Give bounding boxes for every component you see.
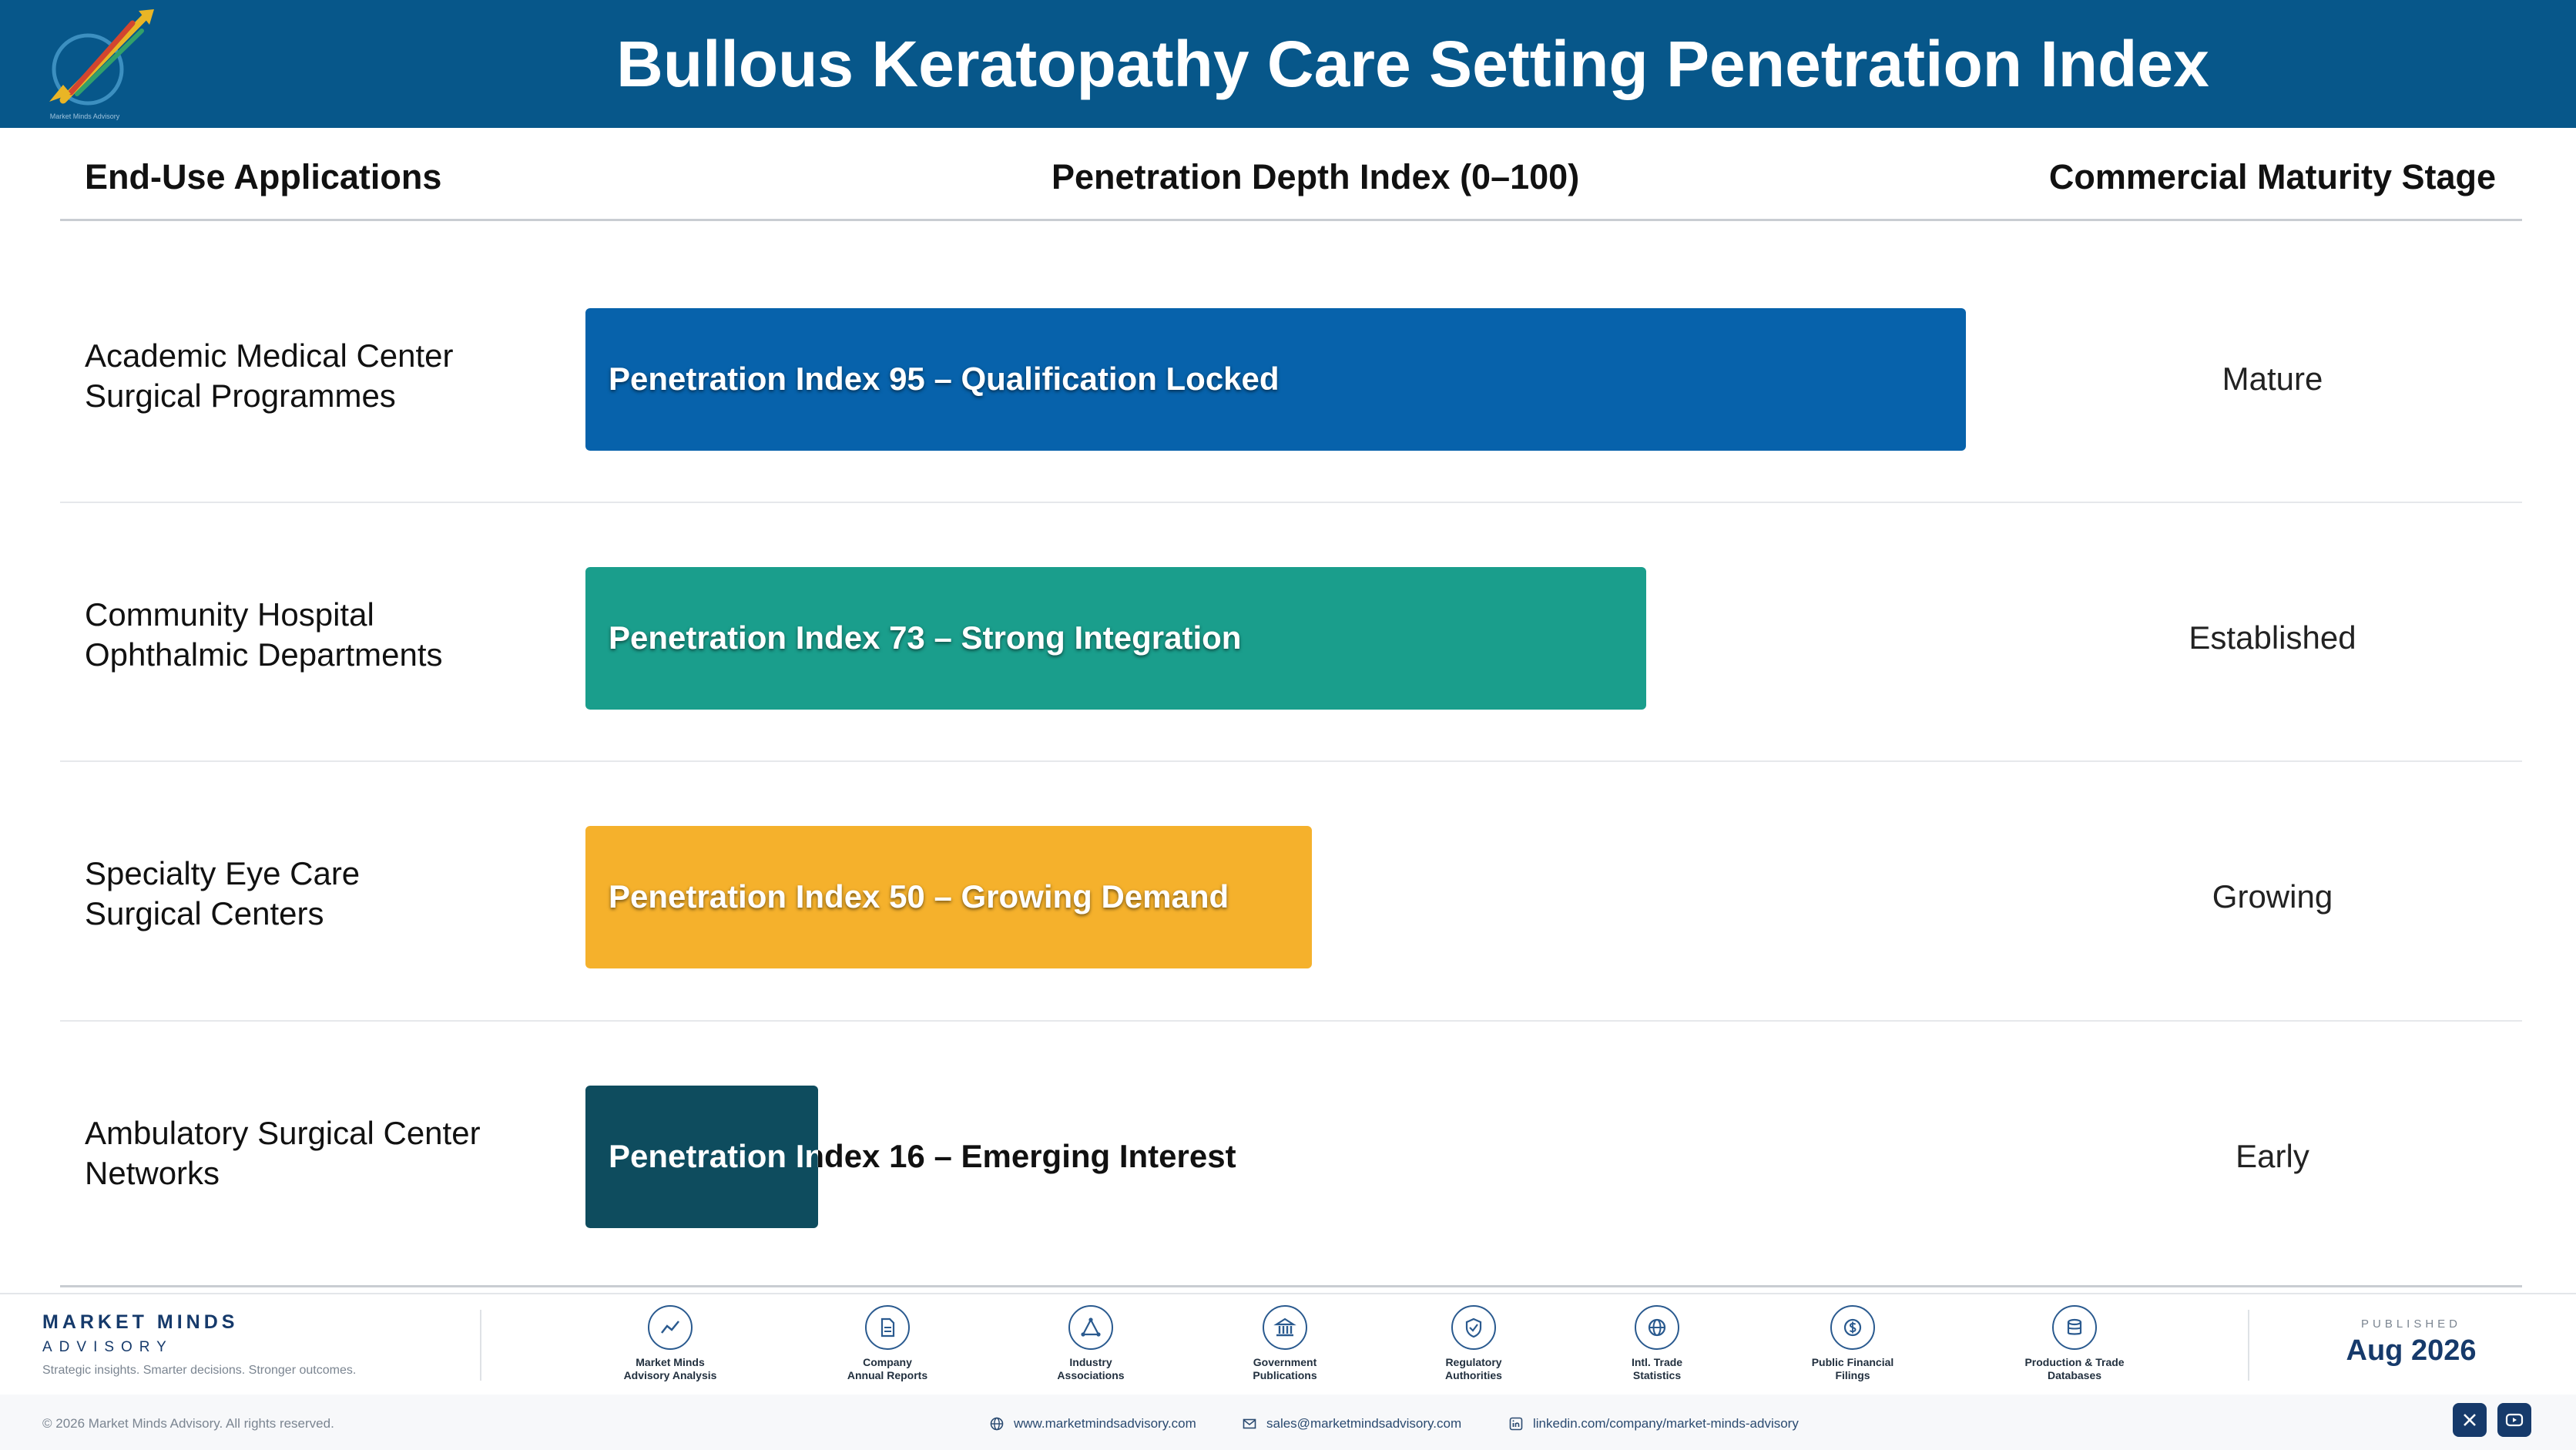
source-label: Statistics bbox=[1632, 1369, 1682, 1381]
svg-text:Market Minds Advisory: Market Minds Advisory bbox=[50, 112, 120, 120]
column-header-stage: Commercial Maturity Stage bbox=[2048, 157, 2497, 196]
brand-subtitle: ADVISORY bbox=[42, 1339, 173, 1355]
bar bbox=[585, 1086, 818, 1228]
source-item: Market Minds Advisory Analysis bbox=[593, 1305, 747, 1382]
globe-icon bbox=[990, 1417, 1004, 1431]
linkedin-icon bbox=[1509, 1417, 1523, 1431]
globe-icon bbox=[1635, 1305, 1679, 1350]
source-label: Associations bbox=[1057, 1369, 1125, 1381]
source-label: Advisory Analysis bbox=[623, 1369, 717, 1381]
source-item: Industry Associations bbox=[1014, 1305, 1168, 1382]
footer: MARKET MINDS ADVISORY Strategic insights… bbox=[0, 1293, 2576, 1450]
row-label-line: Networks bbox=[85, 1155, 220, 1191]
source-label: Filings bbox=[1835, 1369, 1870, 1381]
bar-data-label: Penetration Index 95 – Qualification Loc… bbox=[609, 361, 1280, 397]
source-label: Authorities bbox=[1445, 1369, 1502, 1381]
source-label: Production & Trade bbox=[2024, 1356, 2125, 1368]
row-label-line: Academic Medical Center bbox=[85, 337, 454, 374]
brand-tagline: Strategic insights. Smarter decisions. S… bbox=[42, 1364, 357, 1377]
footer-sources-band: MARKET MINDS ADVISORY Strategic insights… bbox=[0, 1293, 2576, 1395]
row-label-line: Surgical Programmes bbox=[85, 378, 396, 414]
source-item: Government Publications bbox=[1208, 1305, 1362, 1382]
source-item: Intl. Trade Statistics bbox=[1580, 1305, 1734, 1382]
source-item: Production & Trade Databases bbox=[1997, 1305, 2152, 1382]
source-label: Market Minds bbox=[636, 1356, 705, 1368]
source-item: Regulatory Authorities bbox=[1397, 1305, 1551, 1382]
document-icon bbox=[865, 1305, 910, 1350]
email-link[interactable]: sales@marketmindsadvisory.com bbox=[1242, 1416, 1461, 1432]
title-banner: Market Minds Advisory Bullous Keratopath… bbox=[0, 0, 2576, 128]
maturity-stage: Early bbox=[2236, 1138, 2309, 1174]
row-label: Specialty Eye Care Surgical Centers bbox=[85, 854, 360, 934]
bar bbox=[585, 567, 1646, 710]
published-date: Aug 2026 bbox=[2346, 1334, 2477, 1367]
column-header-index: Penetration Depth Index (0–100) bbox=[1052, 157, 1580, 196]
government-building-icon bbox=[1263, 1305, 1307, 1350]
source-label: Government bbox=[1253, 1356, 1317, 1368]
bar-data-label: Penetration Index 50 – Growing Demand bbox=[609, 878, 1229, 915]
website-text[interactable]: www.marketmindsadvisory.com bbox=[1014, 1416, 1196, 1431]
database-icon bbox=[2052, 1305, 2097, 1350]
row-label: Community Hospital Ophthalmic Department… bbox=[85, 595, 443, 675]
source-label: Industry bbox=[1069, 1356, 1112, 1368]
source-label: Regulatory bbox=[1445, 1356, 1502, 1368]
row-label: Academic Medical Center Surgical Program… bbox=[85, 336, 454, 416]
bar-data-label: Penetration Index 73 – Strong Integratio… bbox=[609, 619, 1242, 656]
row-label-line: Ophthalmic Departments bbox=[85, 636, 443, 673]
maturity-stage: Mature bbox=[2222, 361, 2323, 397]
email-text[interactable]: sales@marketmindsadvisory.com bbox=[1266, 1416, 1462, 1431]
source-label: Company bbox=[863, 1356, 912, 1368]
footer-divider bbox=[480, 1310, 481, 1381]
x-logo-icon bbox=[2464, 1414, 2476, 1426]
dollar-coin-icon bbox=[1830, 1305, 1875, 1350]
column-header-applications: End-Use Applications bbox=[85, 157, 442, 196]
chart-bottom-divider bbox=[60, 1285, 2522, 1287]
youtube-icon bbox=[2505, 1413, 2524, 1427]
shield-check-icon bbox=[1451, 1305, 1496, 1350]
maturity-stage: Growing bbox=[2212, 878, 2333, 915]
brand-name: MARKET MINDS bbox=[42, 1311, 239, 1333]
source-item: Company Annual Reports bbox=[810, 1305, 964, 1382]
source-item: Public Financial Filings bbox=[1776, 1305, 1930, 1382]
row-label-line: Ambulatory Surgical Center bbox=[85, 1115, 481, 1151]
bar bbox=[585, 308, 1966, 451]
row-divider bbox=[60, 1020, 2522, 1022]
website-link[interactable]: www.marketmindsadvisory.com bbox=[989, 1416, 1196, 1432]
x-social-button[interactable] bbox=[2453, 1403, 2487, 1437]
row-label-line: Community Hospital bbox=[85, 596, 374, 633]
row-label-line: Specialty Eye Care bbox=[85, 855, 361, 891]
linkedin-text[interactable]: linkedin.com/company/market-minds-adviso… bbox=[1533, 1416, 1799, 1431]
page-title: Bullous Keratopathy Care Setting Penetra… bbox=[616, 28, 2209, 100]
source-label: Publications bbox=[1253, 1369, 1317, 1381]
company-logo: Market Minds Advisory bbox=[49, 9, 154, 120]
copyright-text: © 2026 Market Minds Advisory. All rights… bbox=[42, 1416, 334, 1431]
header-divider bbox=[60, 219, 2522, 221]
row-divider bbox=[60, 502, 2522, 503]
row-divider bbox=[60, 760, 2522, 762]
bar bbox=[585, 826, 1312, 968]
row-label-line: Surgical Centers bbox=[85, 895, 324, 931]
row-label: Ambulatory Surgical Center Networks bbox=[85, 1113, 481, 1193]
trend-line-icon bbox=[648, 1305, 693, 1350]
youtube-social-button[interactable] bbox=[2497, 1403, 2531, 1437]
footer-divider bbox=[2248, 1310, 2249, 1381]
source-label: Annual Reports bbox=[847, 1369, 928, 1381]
linkedin-link[interactable]: linkedin.com/company/market-minds-adviso… bbox=[1508, 1416, 1799, 1432]
published-label: PUBLISHED bbox=[2360, 1317, 2462, 1331]
source-label: Databases bbox=[2047, 1369, 2102, 1381]
bar-data-label: Penetration Index 16 – Emerging Interest bbox=[609, 1136, 1236, 1176]
maturity-stage: Established bbox=[2189, 619, 2356, 656]
source-label: Public Financial bbox=[1811, 1356, 1894, 1368]
mail-icon bbox=[1243, 1418, 1256, 1429]
source-label: Intl. Trade bbox=[1631, 1356, 1683, 1368]
network-icon bbox=[1068, 1305, 1113, 1350]
